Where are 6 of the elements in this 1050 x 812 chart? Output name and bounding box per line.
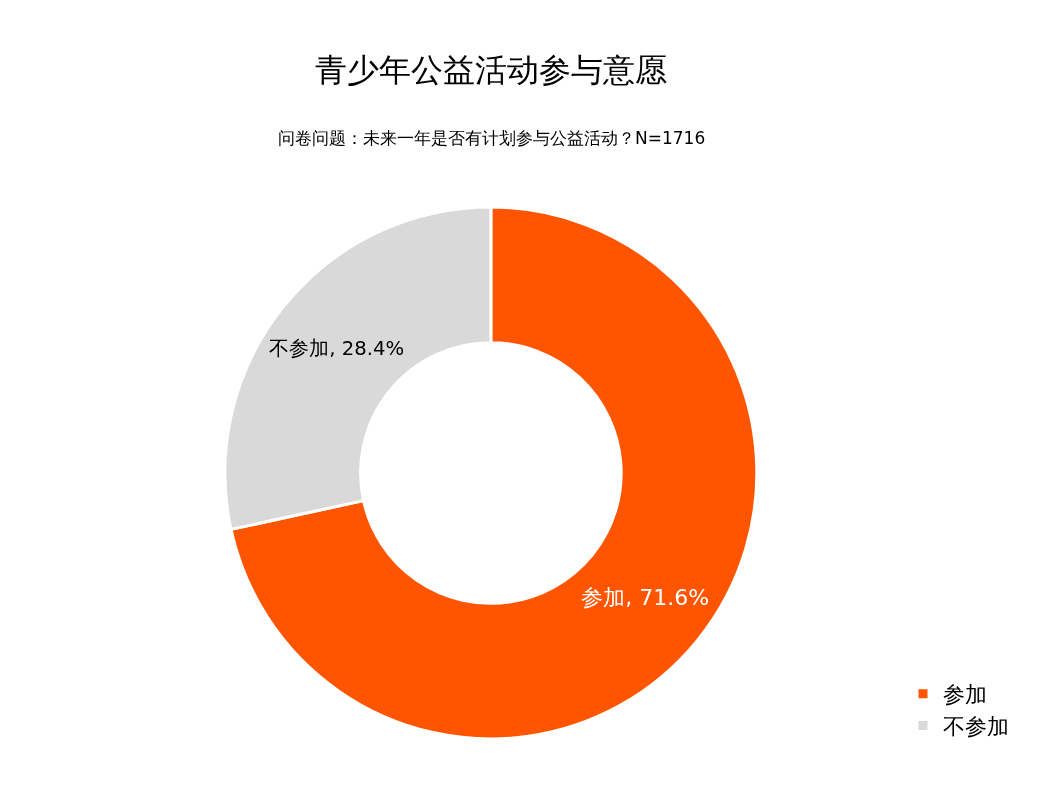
legend-label: 参加 xyxy=(943,682,987,708)
data-label: 不参加, 28.4% xyxy=(269,337,405,361)
chart-subtitle: 问卷问题：未来一年是否有计划参与公益活动？N=1716 xyxy=(278,128,706,148)
legend-label: 不参加 xyxy=(943,714,1009,740)
chart-title: 青少年公益活动参与意愿 xyxy=(315,51,668,90)
data-label: 参加, 71.6% xyxy=(581,584,710,610)
